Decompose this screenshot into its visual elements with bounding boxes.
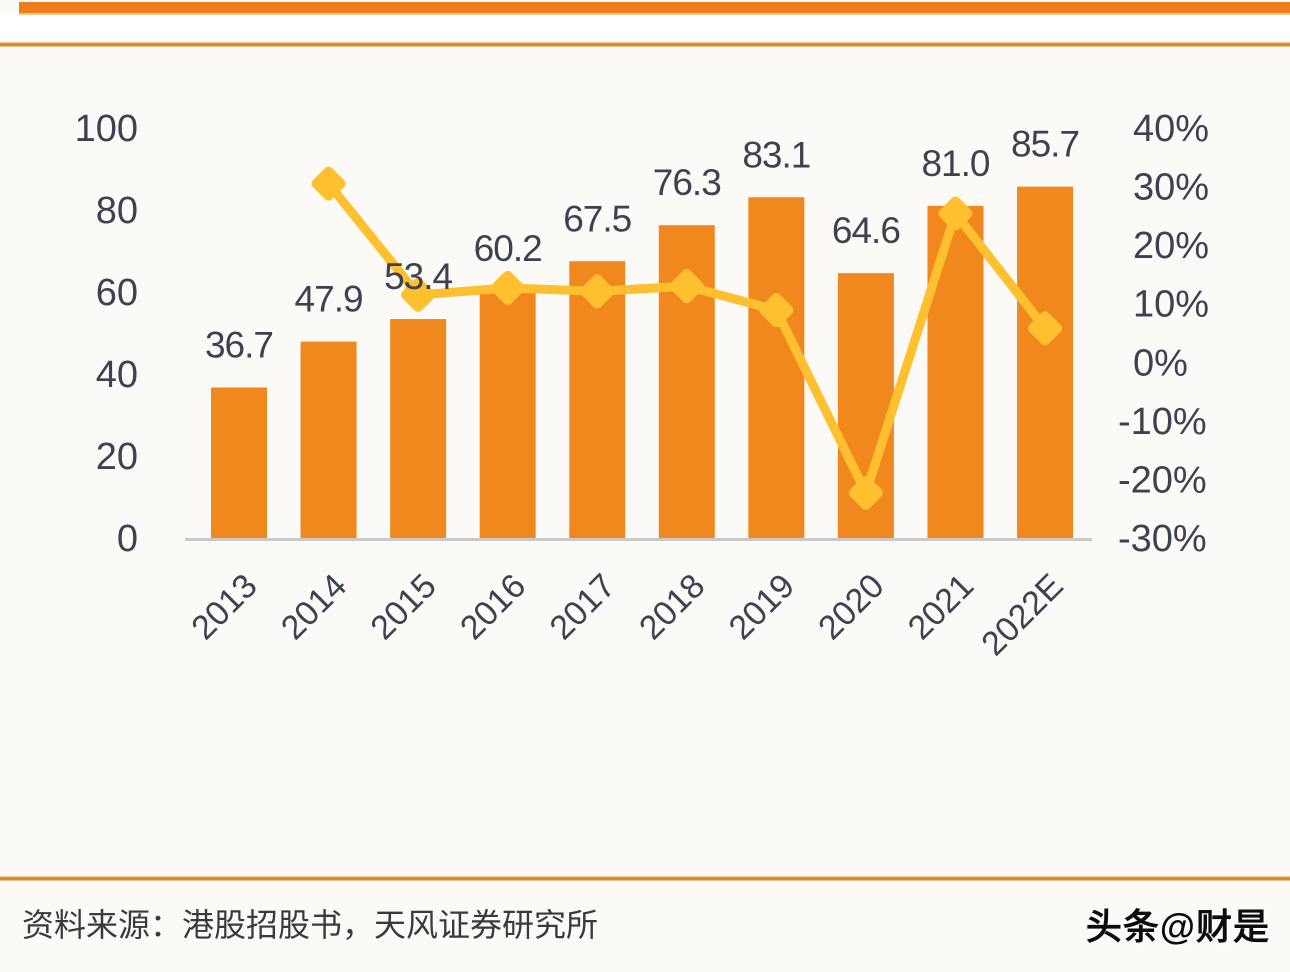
x-axis-label-2014: 2014 [274, 567, 354, 647]
left-axis-tick: 0 [117, 518, 138, 560]
bar-value-label: 81.0 [921, 143, 989, 184]
yoy-marker-2016 [490, 270, 525, 305]
bottom-divider-line [0, 876, 1290, 881]
right-axis-tick: -30% [1118, 518, 1207, 560]
source-note: 资料来源：港股招股书，天风证券研究所 [22, 907, 599, 943]
x-axis-label-2019: 2019 [722, 567, 802, 647]
watermark: 头条@财是 [1085, 906, 1270, 947]
x-axis-label-2013: 2013 [184, 567, 264, 647]
bar-value-label: 67.5 [563, 198, 631, 239]
x-axis-label-2020: 2020 [811, 567, 891, 647]
yoy-marker-2017 [580, 274, 615, 309]
right-axis-tick: 0% [1133, 342, 1188, 384]
x-axis-label-2021: 2021 [901, 567, 981, 647]
right-axis-tick: -10% [1118, 401, 1207, 443]
right-axis-tick: 40% [1133, 108, 1209, 150]
bar-2022E [1017, 186, 1074, 538]
combo-chart: 36.7 47.9 53.4 60.2 67.5 76.3 83.1 64.6 81.0 85.7… [75, 108, 1209, 663]
right-axis-tick: 20% [1133, 225, 1209, 267]
yoy-marker-2015 [401, 277, 436, 312]
x-axis-label-2016: 2016 [453, 567, 533, 647]
bar-2015 [390, 319, 447, 538]
top-divider-line [0, 42, 1290, 47]
bar-value-label: 60.2 [474, 228, 542, 269]
x-axis-label-2015: 2015 [363, 567, 443, 647]
right-axis-tick: 10% [1133, 284, 1209, 326]
left-axis-tick: 20 [96, 436, 138, 478]
left-axis-tick: 80 [96, 190, 138, 232]
yoy-marker-2014 [311, 166, 346, 201]
x-axis-label-2017: 2017 [543, 567, 623, 647]
left-axis-tick: 60 [96, 272, 138, 314]
right-axis-tick: 30% [1133, 167, 1209, 209]
legend: 海南旅客规模（百万人次） yoy [0, 748, 1290, 820]
yoy-marker-2021 [938, 196, 973, 231]
top-accent-bar [19, 2, 1290, 15]
left-axis-tick: 100 [75, 108, 138, 150]
bar-value-label: 64.6 [832, 210, 900, 251]
bar-value-label: 85.7 [1011, 124, 1079, 165]
bar-2019 [748, 197, 805, 539]
right-axis-tick: -20% [1118, 459, 1207, 501]
bar-2014 [300, 341, 357, 538]
yoy-marker-2020 [848, 475, 883, 510]
x-axis-label-2022E: 2022E [974, 567, 1070, 663]
bar-value-label: 36.7 [205, 325, 273, 366]
bar-value-label: 47.9 [295, 279, 363, 320]
bar-value-label: 76.3 [653, 162, 721, 203]
bar-value-label: 53.4 [384, 256, 452, 297]
bar-2021 [927, 205, 984, 538]
yoy-marker-2022E [1028, 311, 1063, 346]
x-axis-label-2018: 2018 [632, 567, 712, 647]
header-strip [0, 13, 1290, 42]
bar-2016 [479, 291, 536, 538]
yoy-marker-2018 [669, 269, 704, 304]
bar-2013 [211, 387, 267, 538]
yoy-marker-2019 [759, 293, 794, 328]
left-axis-tick: 40 [96, 354, 138, 396]
bar-value-label: 83.1 [742, 134, 810, 175]
